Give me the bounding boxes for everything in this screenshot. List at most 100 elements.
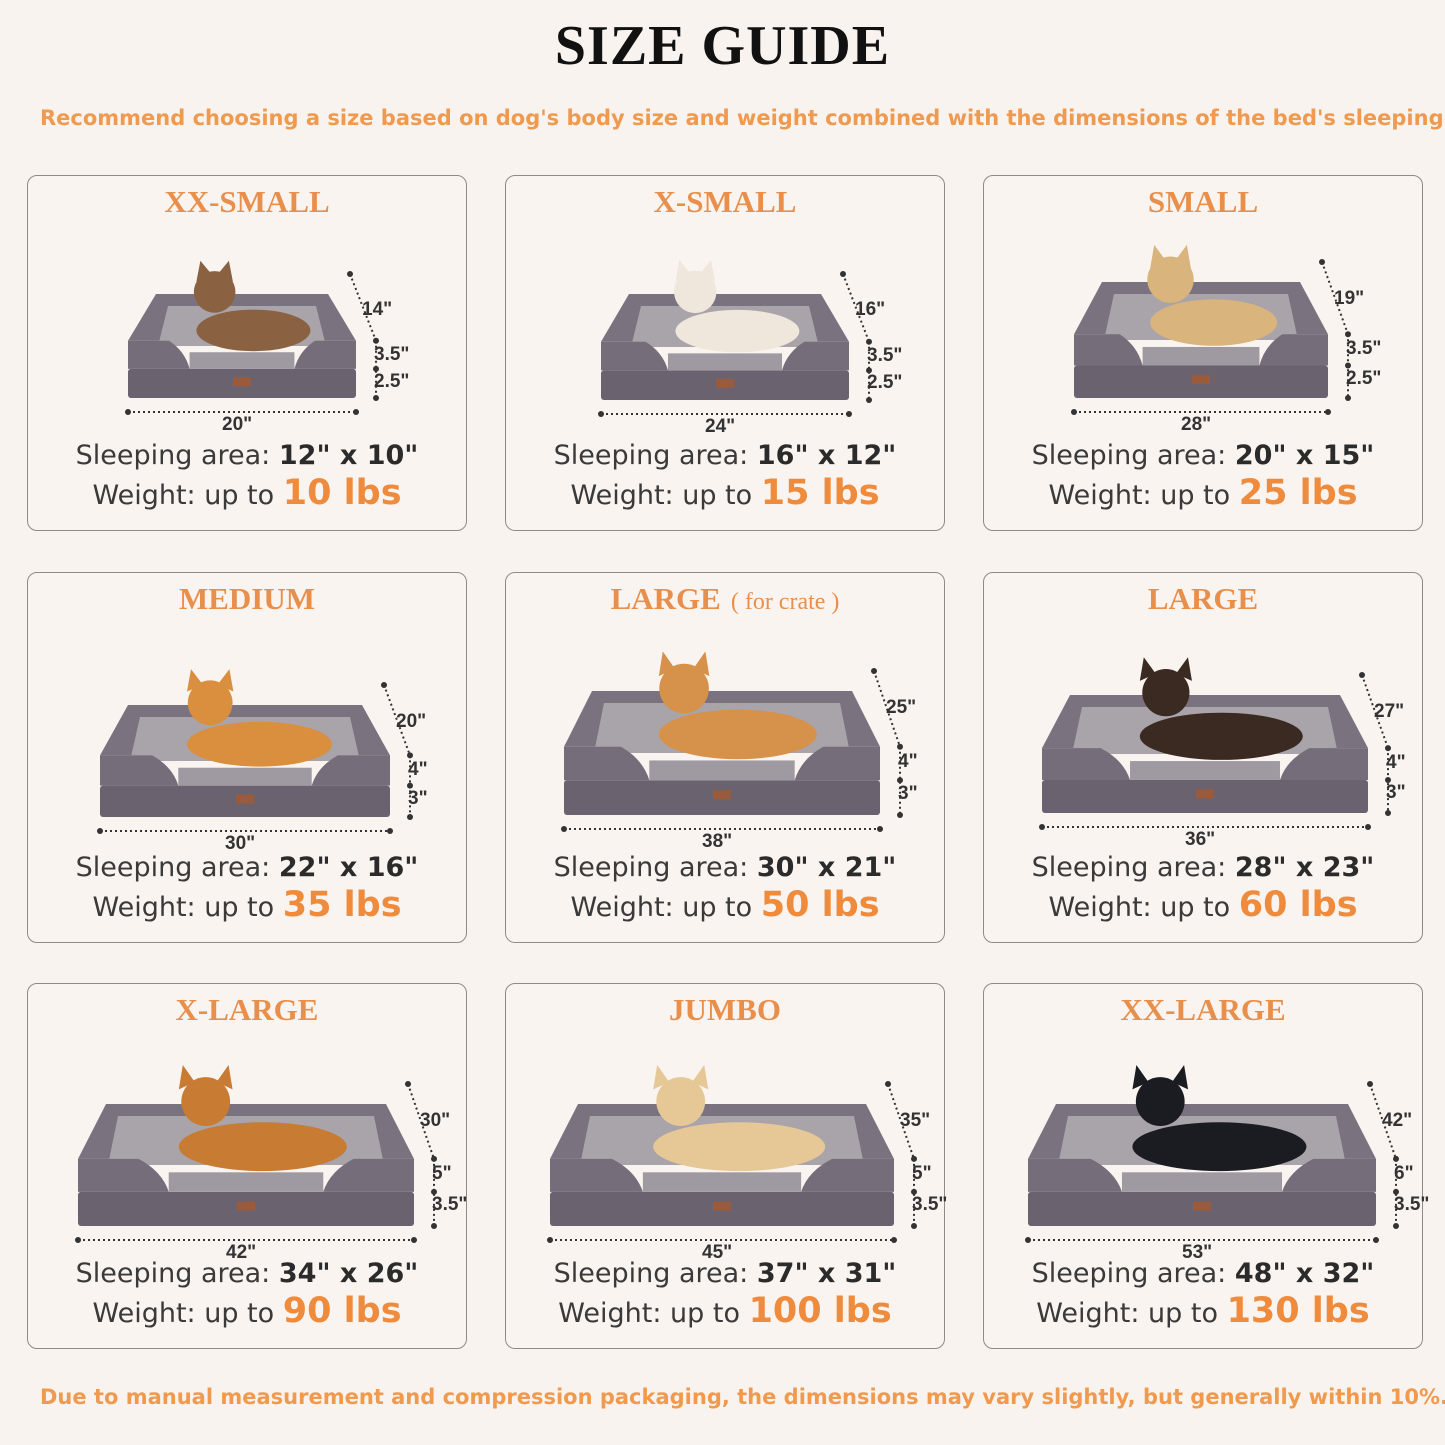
bed-sleeping-surface bbox=[178, 767, 312, 786]
size-name-text: LARGE bbox=[1147, 581, 1259, 616]
dimension-dot bbox=[911, 1155, 917, 1162]
page-title: SIZE GUIDE bbox=[554, 15, 891, 77]
size-name-text: LARGE bbox=[610, 581, 721, 616]
weight-label: Weight: up to bbox=[92, 1298, 275, 1329]
sleeping-area: Sleeping area: 16" x 12" bbox=[506, 440, 944, 471]
size-card: JUMBO 35" 5" 3.5" 45" Sleeping area: 37" x 31… bbox=[505, 983, 948, 1349]
pet-ears-icon bbox=[658, 651, 710, 677]
bolster-height-label: 4" bbox=[408, 758, 428, 780]
bed-left-bolster bbox=[1042, 748, 1131, 780]
bolster-height-label: 4" bbox=[1386, 751, 1406, 773]
pet-ears-icon bbox=[187, 669, 234, 692]
bolster-height-label: 6" bbox=[1394, 1162, 1414, 1184]
size-name-text: XX-LARGE bbox=[1120, 992, 1286, 1027]
bed-label-icon bbox=[233, 377, 251, 387]
pet-head-icon bbox=[656, 1077, 706, 1126]
pet-body-icon bbox=[187, 721, 332, 767]
dimension-dot bbox=[1385, 776, 1391, 783]
size-card: X-SMALL 16" 3.5" 2.5" 24" Sleeping area: 16" … bbox=[505, 175, 945, 531]
pet-head-icon bbox=[659, 663, 709, 714]
dimension-dot bbox=[1385, 745, 1391, 752]
bed-right-bolster bbox=[294, 340, 356, 369]
base-height-label: 2.5" bbox=[1346, 367, 1382, 389]
dimension-dot bbox=[1025, 1237, 1031, 1243]
dimension-dot bbox=[407, 814, 413, 820]
dimension-dot bbox=[1393, 1155, 1399, 1162]
bed-sleeping-surface bbox=[667, 353, 783, 371]
weight-limit: Weight: up to 10 lbs bbox=[28, 473, 466, 513]
size-card: XX-SMALL 14" 3.5" 2.5" 20" Sleeping area: 12"… bbox=[27, 175, 467, 531]
bed-left-bolster bbox=[550, 1158, 643, 1192]
bed-left-bolster bbox=[100, 755, 179, 786]
depth-dimension-line bbox=[349, 273, 377, 342]
bed-label-icon bbox=[1193, 1201, 1211, 1211]
bed-illustration bbox=[1025, 1064, 1399, 1243]
depth-label: 35" bbox=[900, 1110, 931, 1132]
pet-ears-icon bbox=[1150, 244, 1191, 269]
sleeping-area-label: Sleeping area: bbox=[1031, 440, 1227, 471]
bed-label-icon bbox=[1196, 789, 1214, 799]
weight-limit: Weight: up to 100 lbs bbox=[506, 1291, 944, 1331]
base-height-label: 3.5" bbox=[1394, 1194, 1430, 1216]
pet-head-icon bbox=[1135, 1077, 1185, 1126]
sleeping-area: Sleeping area: 20" x 15" bbox=[984, 440, 1422, 471]
dimension-dot bbox=[1367, 1081, 1373, 1087]
weight-value: 90 lbs bbox=[282, 1291, 402, 1331]
sleeping-area: Sleeping area: 28" x 23" bbox=[984, 852, 1422, 883]
width-label: 53" bbox=[1182, 1242, 1213, 1263]
dimension-dot bbox=[1345, 395, 1351, 401]
base-height-label: 3.5" bbox=[912, 1194, 948, 1216]
width-label: 45" bbox=[702, 1242, 733, 1263]
bed-sleeping-surface bbox=[1130, 761, 1280, 780]
sleeping-area: Sleeping area: 37" x 31" bbox=[506, 1258, 944, 1289]
dimension-dot bbox=[1345, 331, 1351, 338]
size-name: LARGE ( for crate ) bbox=[506, 581, 944, 617]
dimension-dot bbox=[407, 782, 413, 789]
bed-sleeping-surface bbox=[1121, 1172, 1283, 1192]
bed-sleeping-surface bbox=[642, 1172, 802, 1192]
depth-label: 19" bbox=[1334, 287, 1365, 309]
bed-sleeping-surface bbox=[649, 760, 795, 781]
sleeping-area-label: Sleeping area: bbox=[1031, 1258, 1227, 1289]
dimension-dot bbox=[885, 1081, 891, 1087]
weight-label: Weight: up to bbox=[1048, 480, 1231, 511]
dimension-dot bbox=[1319, 259, 1325, 265]
pet-ears-icon bbox=[653, 1064, 709, 1090]
bed-left-bolster bbox=[564, 746, 650, 781]
sleeping-area-value: 30" x 21" bbox=[756, 852, 897, 883]
sleeping-area-value: 22" x 16" bbox=[278, 852, 419, 883]
bed-illustration bbox=[561, 651, 903, 832]
sleeping-area-label: Sleeping area: bbox=[75, 1258, 271, 1289]
pet-body-icon bbox=[1132, 1122, 1307, 1172]
weight-label: Weight: up to bbox=[1036, 1298, 1218, 1329]
bed-right-bolster bbox=[794, 746, 880, 781]
sleeping-area-label: Sleeping area: bbox=[1031, 852, 1227, 883]
dimension-dot bbox=[1345, 362, 1351, 369]
weight-label: Weight: up to bbox=[570, 892, 753, 923]
sleeping-area-label: Sleeping area: bbox=[75, 852, 271, 883]
bed-illustration bbox=[547, 1064, 917, 1243]
dimension-dot bbox=[1385, 810, 1391, 816]
sleeping-area: Sleeping area: 22" x 16" bbox=[28, 852, 466, 883]
bed-label-icon bbox=[236, 794, 254, 804]
dimension-dot bbox=[1325, 409, 1331, 415]
bolster-height-label: 5" bbox=[432, 1162, 452, 1184]
sleeping-area: Sleeping area: 48" x 32" bbox=[984, 1258, 1422, 1289]
depth-dimension-line bbox=[873, 670, 901, 748]
size-card: SMALL 19" 3.5" 2.5" 28" Sleeping area: 20" x … bbox=[983, 175, 1423, 531]
size-name: X-SMALL bbox=[506, 184, 944, 220]
bed-right-bolster bbox=[1259, 334, 1328, 366]
dimension-dot bbox=[1373, 1237, 1379, 1243]
width-label: 20" bbox=[222, 414, 253, 435]
dimension-dot bbox=[1365, 824, 1371, 830]
sleeping-area-value: 48" x 32" bbox=[1234, 1258, 1375, 1289]
bed-illustration bbox=[598, 260, 872, 417]
dimension-dot bbox=[871, 668, 877, 674]
dimension-dot bbox=[411, 1237, 417, 1243]
dimension-dot bbox=[381, 682, 387, 688]
pet-ears-icon bbox=[675, 260, 716, 282]
sleeping-area-label: Sleeping area: bbox=[553, 1258, 749, 1289]
bed-left-bolster bbox=[1028, 1158, 1122, 1192]
pet-body-icon bbox=[653, 1122, 826, 1172]
sleeping-area: Sleeping area: 30" x 21" bbox=[506, 852, 944, 883]
